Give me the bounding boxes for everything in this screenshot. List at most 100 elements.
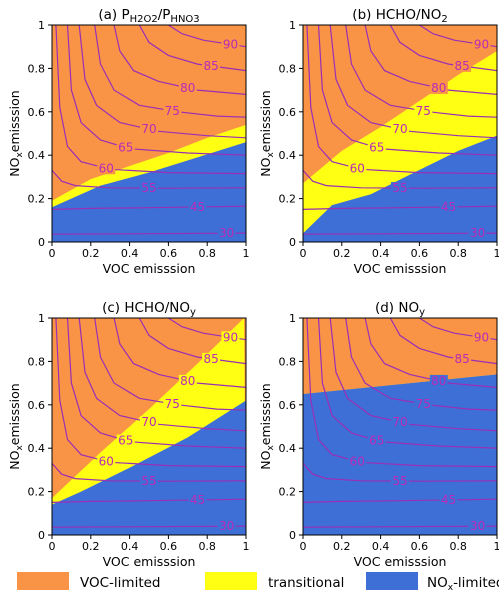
legend-label-nox-limited: NOx-limited [427, 575, 499, 593]
legend-swatch-transitional [205, 572, 257, 590]
y-tick-label: 1 [38, 19, 45, 32]
contour-line-55 [52, 462, 246, 482]
x-tick-label: 0.4 [121, 540, 139, 553]
contour-label-80: 80 [431, 81, 446, 95]
contour-label-30: 30 [470, 519, 485, 533]
contour-label-bg-70 [140, 123, 158, 136]
contour-line-65 [317, 25, 497, 156]
contour-line-75 [94, 318, 246, 411]
contour-label-75: 75 [165, 397, 180, 411]
contour-label-85: 85 [454, 352, 469, 366]
contour-label-bg-80 [429, 374, 448, 387]
contour-label-bg-65 [367, 141, 386, 154]
plot-frame-d [302, 317, 498, 536]
contour-label-55: 55 [141, 181, 156, 195]
contour-label-30: 30 [470, 226, 485, 240]
contour-label-75: 75 [416, 104, 431, 118]
y-tick-label: 0.8 [28, 62, 46, 75]
contour-label-85: 85 [203, 352, 218, 366]
contour-label-bg-45 [188, 493, 207, 506]
contour-label-85: 85 [203, 59, 218, 73]
x-tick-label: 0.2 [333, 247, 351, 260]
contour-label-bg-90 [221, 331, 240, 344]
y-tick-label: 0.6 [279, 106, 297, 119]
y-tick-label: 0.8 [28, 355, 46, 368]
y-tick-label: 0.2 [28, 486, 46, 499]
y-tick-label: 0.4 [279, 149, 297, 162]
x-tick-label: 0.4 [372, 247, 390, 260]
x-tick-label: 0.2 [333, 540, 351, 553]
contour-label-bg-60 [97, 162, 116, 175]
contour-label-bg-80 [178, 374, 197, 387]
contour-label-45: 45 [441, 200, 456, 214]
contour-line-45 [52, 498, 246, 503]
x-tick-label: 0.8 [449, 540, 467, 553]
contour-label-bg-60 [97, 455, 116, 468]
contour-label-70: 70 [392, 415, 407, 429]
contour-label-45: 45 [190, 200, 205, 214]
contour-line-65 [66, 25, 246, 156]
y-axis-label: NOxemisssion [258, 383, 276, 469]
contour-line-45 [303, 205, 497, 210]
contour-line-60 [55, 318, 246, 468]
x-tick-label: 0.8 [198, 540, 216, 553]
x-tick-label: 1 [494, 540, 499, 553]
y-axis-label: NOxemisssion [7, 383, 25, 469]
contour-label-65: 65 [369, 141, 384, 155]
contour-label-bg-45 [439, 200, 458, 213]
contour-line-45 [52, 205, 246, 210]
contour-line-60 [55, 25, 246, 175]
y-tick-label: 1 [289, 19, 296, 32]
contour-line-80 [113, 25, 246, 95]
y-tick-label: 0.2 [279, 193, 297, 206]
contour-label-45: 45 [441, 493, 456, 507]
y-tick-label: 0 [38, 236, 45, 249]
contour-label-60: 60 [350, 454, 365, 468]
contour-line-45 [303, 498, 497, 503]
contour-label-80: 80 [431, 374, 446, 388]
contour-label-65: 65 [118, 434, 133, 448]
x-axis-label: VOC emisssion [103, 554, 196, 569]
y-tick-label: 1 [38, 312, 45, 325]
y-tick-label: 0 [289, 529, 296, 542]
x-tick-label: 0 [49, 540, 56, 553]
contour-label-65: 65 [369, 434, 384, 448]
legend: VOC-limited transitional NOx-limited [17, 572, 499, 593]
y-tick-label: 0.4 [28, 442, 46, 455]
panel-title: (b) HCHO/NO2 [352, 7, 447, 25]
contour-label-bg-90 [472, 38, 491, 51]
contour-line-80 [364, 318, 497, 388]
contour-label-bg-30 [217, 520, 236, 533]
x-tick-label: 0.4 [121, 247, 139, 260]
plot-frame-c [51, 317, 247, 536]
x-tick-label: 0.6 [160, 247, 178, 260]
contour-line-65 [66, 318, 246, 449]
contour-label-bg-75 [414, 397, 433, 410]
contour-label-60: 60 [350, 161, 365, 175]
contour-label-60: 60 [99, 454, 114, 468]
contour-label-bg-55 [391, 475, 409, 488]
x-tick-label: 0.8 [198, 247, 216, 260]
x-axis-label: VOC emisssion [354, 554, 447, 569]
contour-line-75 [94, 25, 246, 118]
contour-line-75 [345, 318, 497, 411]
x-tick-label: 1 [243, 247, 250, 260]
x-tick-label: 0.4 [372, 540, 390, 553]
y-tick-label: 0.4 [279, 442, 297, 455]
contour-label-70: 70 [141, 415, 156, 429]
contour-label-bg-75 [163, 397, 182, 410]
contour-label-bg-85 [453, 352, 472, 365]
contour-label-bg-80 [178, 81, 197, 94]
y-axis-label: NOxemisssion [7, 90, 25, 176]
contour-label-70: 70 [392, 122, 407, 136]
contour-label-bg-30 [468, 227, 487, 240]
contour-label-90: 90 [223, 37, 238, 51]
contour-label-bg-65 [116, 141, 135, 154]
x-tick-label: 0.6 [411, 540, 429, 553]
contour-label-85: 85 [454, 59, 469, 73]
y-tick-label: 0 [289, 236, 296, 249]
